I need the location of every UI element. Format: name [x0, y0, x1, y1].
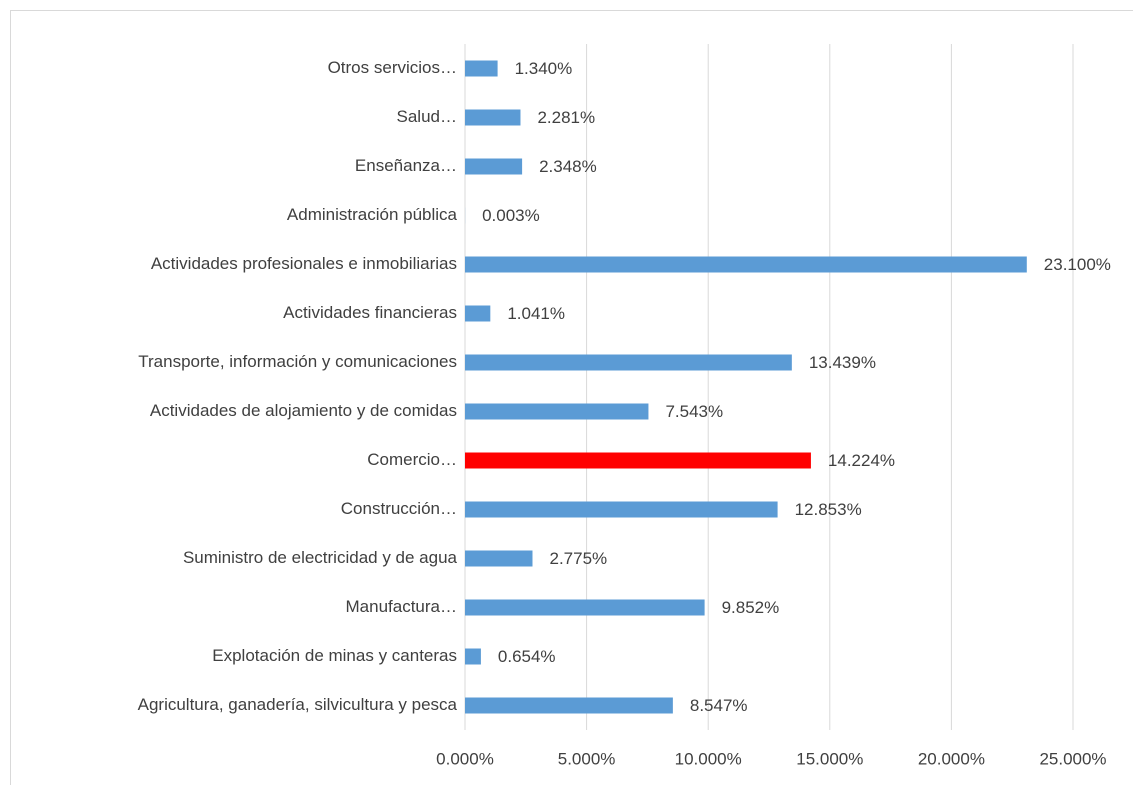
y-tick-label: Transporte, información y comunicaciones — [138, 352, 457, 371]
value-label: 2.775% — [549, 549, 607, 568]
y-tick-label: Salud… — [397, 107, 457, 126]
x-tick-label: 0.000% — [436, 749, 494, 768]
bar — [465, 257, 1027, 273]
y-tick-label: Enseñanza… — [355, 156, 457, 175]
value-label: 2.281% — [537, 108, 595, 127]
y-tick-label: Administración pública — [287, 205, 458, 224]
value-label: 0.003% — [482, 206, 540, 225]
x-tick-label: 15.000% — [796, 749, 863, 768]
value-label: 1.340% — [515, 59, 573, 78]
y-tick-label: Actividades financieras — [283, 303, 457, 322]
x-tick-label: 5.000% — [558, 749, 616, 768]
bar — [465, 159, 522, 175]
value-label: 0.654% — [498, 647, 556, 666]
x-tick-label: 25.000% — [1039, 749, 1106, 768]
y-tick-label: Construcción… — [341, 499, 457, 518]
bar — [465, 404, 648, 420]
value-label: 13.439% — [809, 353, 876, 372]
bar — [465, 551, 532, 567]
value-label: 23.100% — [1044, 255, 1111, 274]
bar — [465, 502, 778, 518]
bar — [465, 306, 490, 322]
x-tick-label: 20.000% — [918, 749, 985, 768]
value-label: 14.224% — [828, 451, 895, 470]
value-label: 12.853% — [795, 500, 862, 519]
value-label: 7.543% — [665, 402, 723, 421]
y-tick-label: Agricultura, ganadería, silvicultura y p… — [138, 695, 458, 714]
y-tick-label: Actividades profesionales e inmobiliaria… — [151, 254, 457, 273]
bar — [465, 698, 673, 714]
bar — [465, 453, 811, 469]
bar — [465, 600, 705, 616]
y-tick-label: Suministro de electricidad y de agua — [183, 548, 458, 567]
y-tick-label: Explotación de minas y canteras — [212, 646, 457, 665]
bar — [465, 110, 520, 126]
y-tick-label: Manufactura… — [346, 597, 458, 616]
x-tick-label: 10.000% — [675, 749, 742, 768]
value-label: 1.041% — [507, 304, 565, 323]
y-tick-label: Otros servicios… — [328, 58, 457, 77]
bar — [465, 61, 498, 77]
y-tick-label: Actividades de alojamiento y de comidas — [150, 401, 457, 420]
value-label: 8.547% — [690, 696, 748, 715]
bar — [465, 355, 792, 371]
y-tick-label: Comercio… — [367, 450, 457, 469]
value-label: 2.348% — [539, 157, 597, 176]
value-label: 9.852% — [722, 598, 780, 617]
bar — [465, 649, 481, 665]
